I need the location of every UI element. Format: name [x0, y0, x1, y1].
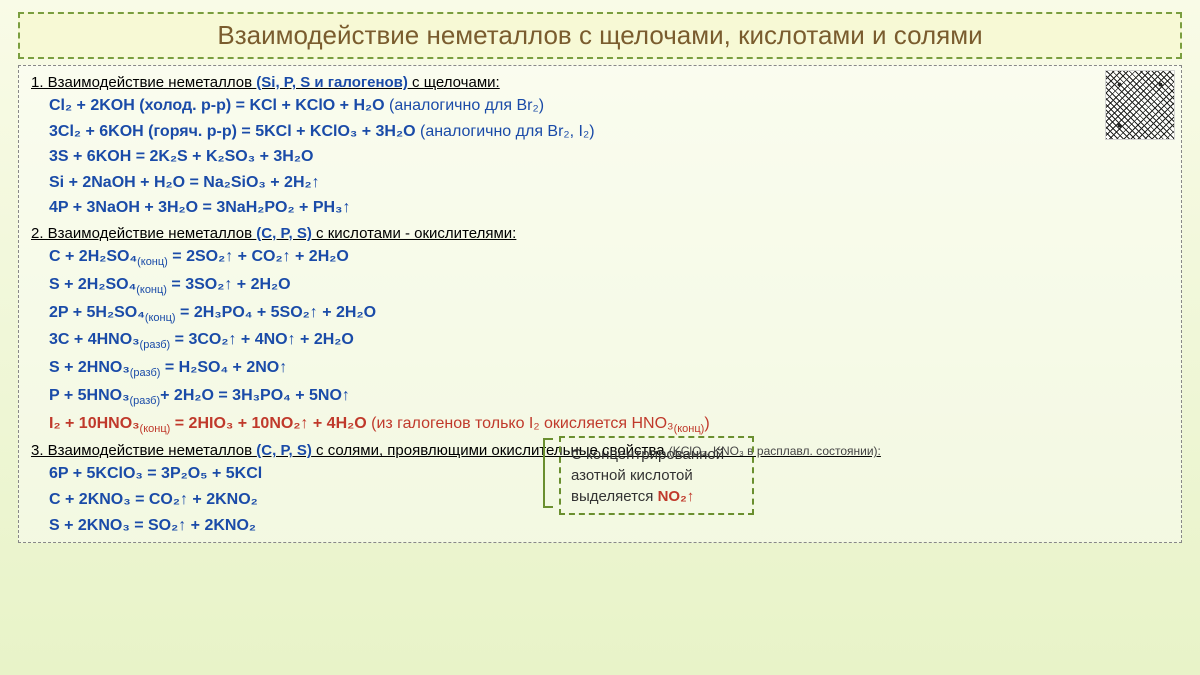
callout-no2: NO₂↑: [658, 488, 695, 505]
eq-s1-1: Cl₂ + 2KOH (холод. р-р) = KCl + KClO + H…: [49, 93, 1169, 119]
eq-b: + 2H₂O = 3H₃PO₄ + 5NO↑: [160, 387, 350, 404]
eq-a: P + 5HNO₃: [49, 387, 129, 404]
section2-heading: 2. Взаимодействие неметаллов (C, P, S) с…: [31, 225, 1169, 242]
eq-note-b: ): [704, 415, 709, 432]
eq-s2-6: P + 5HNO₃(разб)+ 2H₂O = 3H₃PO₄ + 5NO↑: [49, 383, 1169, 411]
eq-b: = 2HIO₃ + 10NO₂↑ + 4H₂O: [170, 415, 371, 432]
eq-text: Cl₂ + 2KOH (холод. р-р) = KCl + KClO + H…: [49, 97, 389, 114]
eq-s1-3: 3S + 6KOH = 2K₂S + K₂SO₃ + 3H₂O: [49, 144, 1169, 170]
eq-a: I₂ + 10HNO₃: [49, 415, 140, 432]
eq-sub: (конц): [136, 284, 167, 296]
eq-note: (аналогично для Br₂): [389, 97, 544, 114]
eq-note-a: (из галогенов только I₂ окисляется HNO₃: [371, 415, 673, 432]
eq-text: 3Cl₂ + 6KOH (горяч. р-р) = 5KCl + KClO₃ …: [49, 123, 420, 140]
sec2-post: с кислотами - окислителями:: [312, 225, 516, 242]
content-panel: 1. Взаимодействие неметаллов (Si, P, S и…: [18, 65, 1182, 543]
sec2-pre: 2. Взаимодействие неметаллов: [31, 225, 256, 242]
sec3-pre: 3. Взаимодействие неметаллов: [31, 442, 256, 459]
eq-sub: (конц): [137, 256, 168, 268]
eq-note-sub: (конц): [674, 423, 705, 435]
eq-sub: (разб): [130, 367, 161, 379]
eq-s2-5: S + 2HNO₃(разб) = H₂SO₄ + 2NO↑: [49, 355, 1169, 383]
eq-b: = 3CO₂↑ + 4NO↑ + 2H₂O: [170, 331, 354, 348]
eq-s3-3: S + 2KNO₃ = SO₂↑ + 2KNO₂: [49, 513, 1169, 539]
eq-note: (аналогично для Br₂, I₂): [420, 123, 595, 140]
page-title: Взаимодействие неметаллов с щелочами, ки…: [18, 12, 1182, 59]
eq-sub: (конц): [140, 423, 171, 435]
section1-heading: 1. Взаимодействие неметаллов (Si, P, S и…: [31, 74, 1169, 91]
eq-sub: (разб): [140, 340, 171, 352]
eq-sub: (конц): [145, 312, 176, 324]
eq-s1-5: 4P + 3NaOH + 3H₂O = 3NaH₂PO₂ + PH₃↑: [49, 195, 1169, 221]
eq-s2-2: S + 2H₂SO₄(конц) = 3SO₂↑ + 2H₂O: [49, 272, 1169, 300]
eq-b: = 2SO₂↑ + CO₂↑ + 2H₂O: [168, 248, 349, 265]
callout-box: С концентрированной азотной кислотой выд…: [559, 436, 754, 515]
eq-a: 3C + 4HNO₃: [49, 331, 140, 348]
eq-s2-7: I₂ + 10HNO₃(конц) = 2HIO₃ + 10NO₂↑ + 4H₂…: [49, 411, 1169, 439]
sec1-pre: 1. Взаимодействие неметаллов: [31, 74, 256, 91]
callout-bracket: [543, 438, 553, 508]
eq-a: S + 2H₂SO₄: [49, 276, 136, 293]
eq-a: 2P + 5H₂SO₄: [49, 304, 145, 321]
eq-s1-4: Si + 2NaOH + H₂O = Na₂SiO₃ + 2H₂↑: [49, 170, 1169, 196]
eq-a: C + 2H₂SO₄: [49, 248, 137, 265]
eq-s2-1: C + 2H₂SO₄(конц) = 2SO₂↑ + CO₂↑ + 2H₂O: [49, 244, 1169, 272]
eq-s1-2: 3Cl₂ + 6KOH (горяч. р-р) = 5KCl + KClO₃ …: [49, 119, 1169, 145]
callout-pre: выделяется: [571, 488, 658, 505]
sec3-hl: (C, P, S): [256, 442, 312, 459]
eq-b: = 3SO₂↑ + 2H₂O: [167, 276, 291, 293]
sec1-post: с щелочами:: [408, 74, 500, 91]
eq-s2-4: 3C + 4HNO₃(разб) = 3CO₂↑ + 4NO↑ + 2H₂O: [49, 327, 1169, 355]
callout-line1: С концентрированной: [571, 444, 742, 465]
sec2-hl: (C, P, S): [256, 225, 312, 242]
sec1-hl: (Si, P, S и галогенов): [256, 74, 408, 91]
callout-line2: азотной кислотой: [571, 465, 742, 486]
eq-s2-3: 2P + 5H₂SO₄(конц) = 2H₃PO₄ + 5SO₂↑ + 2H₂…: [49, 300, 1169, 328]
qr-code: [1105, 70, 1175, 140]
eq-a: S + 2HNO₃: [49, 359, 130, 376]
eq-b: = 2H₃PO₄ + 5SO₂↑ + 2H₂O: [176, 304, 376, 321]
eq-sub: (разб): [129, 395, 160, 407]
eq-b: = H₂SO₄ + 2NO↑: [160, 359, 287, 376]
callout-line3: выделяется NO₂↑: [571, 486, 742, 507]
